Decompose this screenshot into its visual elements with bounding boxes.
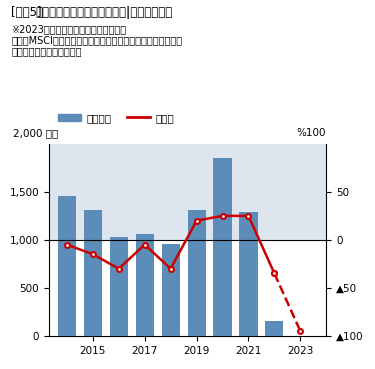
Bar [239,212,258,336]
Text: ニッセイ基礎研究所が作成: ニッセイ基礎研究所が作成 [11,46,82,56]
Legend: 取引総額, 前年比: 取引総額, 前年比 [54,109,178,127]
Text: 関東圏のアパート用地の取引|総額と前年比: 関東圏のアパート用地の取引|総額と前年比 [36,6,173,18]
Text: ※2023年は上期累計とその前年同期比: ※2023年は上期累計とその前年同期比 [11,24,126,34]
Bar [49,144,326,240]
Bar [162,244,180,336]
Bar [58,196,76,336]
Bar [110,237,128,336]
Text: 2,000 億円: 2,000 億円 [13,128,58,138]
Bar [136,234,154,336]
Bar [265,321,284,336]
Text: 資料：MSCIリアルキャピタル・アナリティクスのデータから: 資料：MSCIリアルキャピタル・アナリティクスのデータから [11,35,182,45]
Bar [49,240,326,336]
Bar [213,158,232,336]
Text: %100: %100 [297,128,326,138]
Bar [188,210,206,336]
Bar [84,210,102,336]
Text: [図表5]: [図表5] [11,6,42,18]
